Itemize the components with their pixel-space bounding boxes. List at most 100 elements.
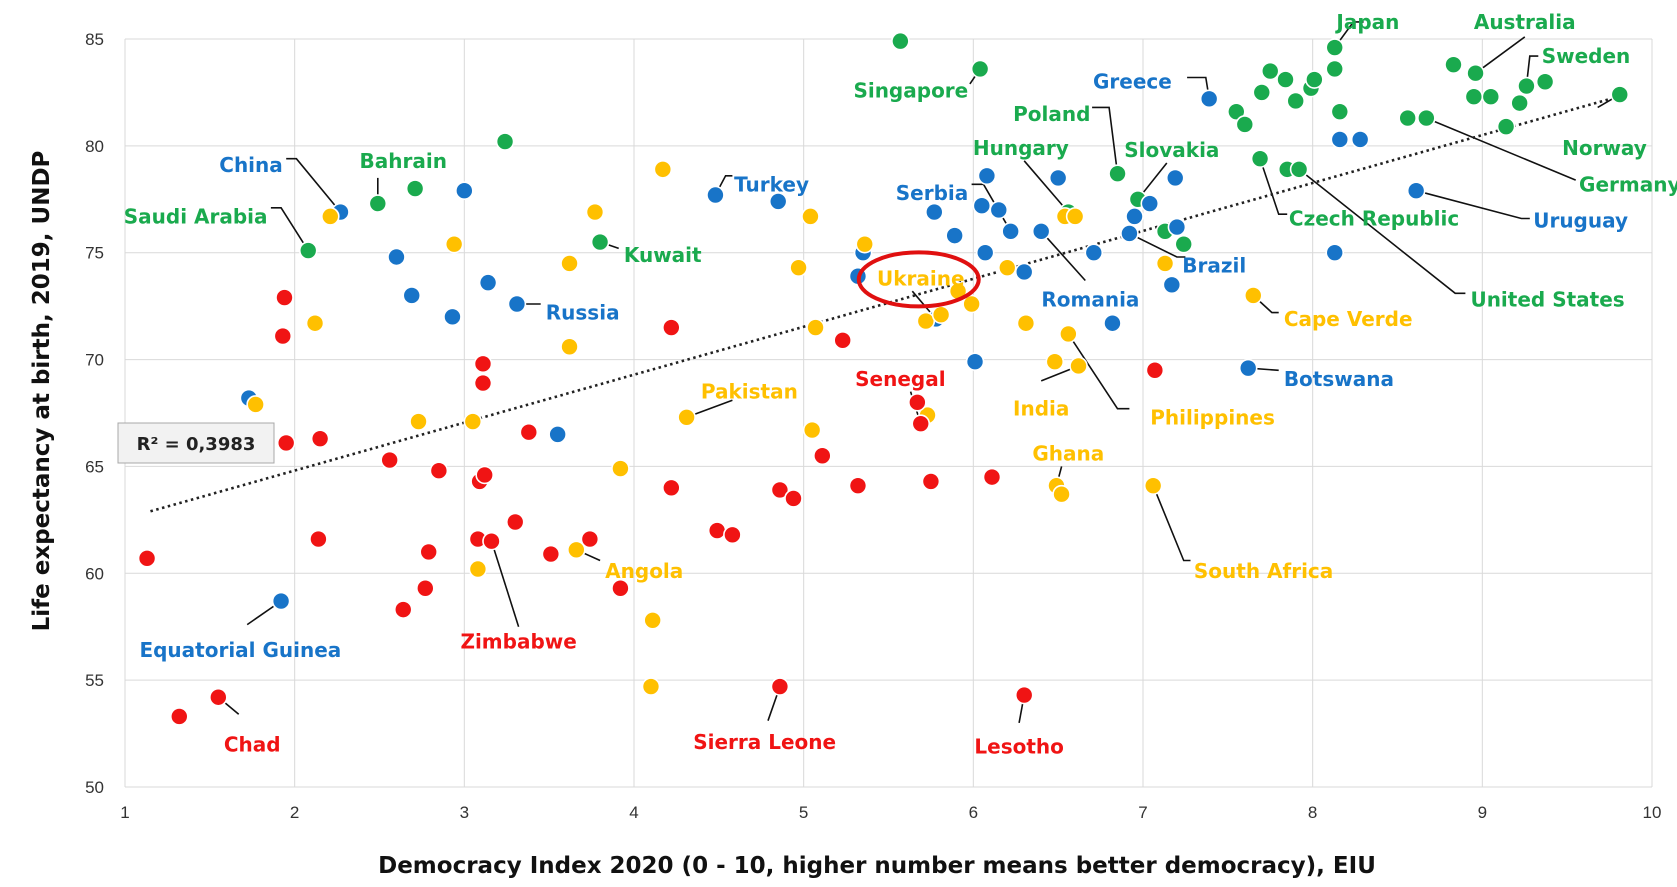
x-tick-label: 2 <box>290 803 299 822</box>
data-point <box>1350 130 1370 149</box>
data-point <box>368 194 388 213</box>
data-point <box>567 540 586 560</box>
data-point <box>1120 224 1139 243</box>
data-point <box>982 467 1002 487</box>
leader-line <box>1525 55 1539 87</box>
data-point <box>706 185 725 205</box>
point-label: Turkey <box>734 172 809 196</box>
leader-lines <box>217 21 1621 724</box>
data-point <box>429 461 449 481</box>
leader-line <box>270 207 309 252</box>
data-point <box>677 407 696 427</box>
data-point <box>1252 83 1272 102</box>
x-tick-label: 8 <box>1308 803 1317 822</box>
data-point <box>1325 243 1345 263</box>
data-point <box>908 393 927 412</box>
point-label: Chad <box>224 732 281 756</box>
data-point <box>643 611 662 630</box>
data-point <box>478 273 498 292</box>
data-point <box>662 318 681 337</box>
data-point <box>137 549 157 568</box>
data-point <box>802 420 822 440</box>
data-point <box>298 241 318 260</box>
data-point <box>273 326 293 346</box>
data-point <box>1444 55 1463 74</box>
data-point <box>309 529 328 549</box>
data-point <box>505 512 525 532</box>
leader-line <box>1415 189 1530 220</box>
data-point <box>1045 352 1065 372</box>
x-tick-label: 9 <box>1478 803 1487 822</box>
data-point <box>1305 70 1324 89</box>
data-point <box>473 373 493 393</box>
point-label: Pakistan <box>701 380 798 404</box>
point-label: Cape Verde <box>1284 307 1413 331</box>
data-point <box>1108 164 1127 183</box>
data-point <box>855 234 875 254</box>
point-label: Singapore <box>853 78 968 102</box>
data-point <box>405 179 425 198</box>
data-point <box>945 226 964 245</box>
data-point <box>1069 356 1088 376</box>
data-point <box>1330 130 1350 149</box>
data-point <box>1199 89 1219 109</box>
data-point <box>1276 70 1295 89</box>
leader-line <box>286 157 342 213</box>
data-point <box>916 311 936 331</box>
leader-line <box>1023 160 1069 213</box>
leader-line <box>1067 333 1130 410</box>
y-tick-label: 85 <box>85 30 104 49</box>
x-tick-label: 6 <box>969 803 978 822</box>
data-point <box>1325 59 1345 79</box>
highlight-ellipse <box>856 250 981 309</box>
data-point <box>271 591 291 611</box>
data-point <box>1610 85 1630 104</box>
point-labels: Japan Australia Sweden Singapore GreecePolan… <box>124 10 1677 758</box>
data-point <box>580 529 600 549</box>
y-tick-label: 80 <box>85 137 104 156</box>
y-axis-ticks: 50 55 60 65 70 75 80 85 <box>85 30 104 797</box>
point-label: Senegal <box>855 367 945 391</box>
data-point <box>970 59 990 79</box>
leader-line <box>1475 36 1526 74</box>
point-label: Greece <box>1093 70 1172 94</box>
data-point <box>977 166 997 186</box>
point-label: United States <box>1470 288 1624 312</box>
data-point <box>443 307 462 327</box>
point-label: Hungary <box>973 136 1069 160</box>
data-point <box>770 677 790 696</box>
data-point <box>1227 102 1246 121</box>
leader-line <box>1298 168 1466 295</box>
leader-line <box>1152 485 1191 562</box>
point-label: Equatorial Guinea <box>139 638 341 662</box>
data-point <box>393 600 413 619</box>
data-point <box>1125 207 1144 226</box>
data-point <box>653 160 673 179</box>
data-point <box>1059 324 1078 344</box>
y-tick-label: 65 <box>85 457 104 476</box>
data-point <box>519 422 539 442</box>
y-tick-label: 60 <box>85 564 104 583</box>
data-point <box>1260 61 1280 81</box>
data-point <box>1517 76 1536 96</box>
data-point <box>1143 476 1163 495</box>
r2-box: R² = 0,3983 <box>117 422 275 464</box>
data-point <box>770 480 790 500</box>
data-point <box>789 258 808 277</box>
data-point <box>1510 93 1529 113</box>
data-point <box>209 687 228 707</box>
data-point <box>1286 91 1305 111</box>
data-point <box>495 132 515 151</box>
point-label: Sierra Leone <box>693 730 836 754</box>
point-label: Brazil <box>1182 254 1246 278</box>
data-point <box>1174 234 1194 254</box>
point-label: Poland <box>1013 102 1090 126</box>
data-point <box>560 337 579 357</box>
data-point <box>444 234 464 254</box>
data-point <box>305 313 325 333</box>
data-point <box>1464 87 1484 107</box>
data-point <box>801 207 820 226</box>
point-label: China <box>219 153 283 177</box>
data-point <box>1243 286 1263 305</box>
data-point <box>380 450 399 470</box>
